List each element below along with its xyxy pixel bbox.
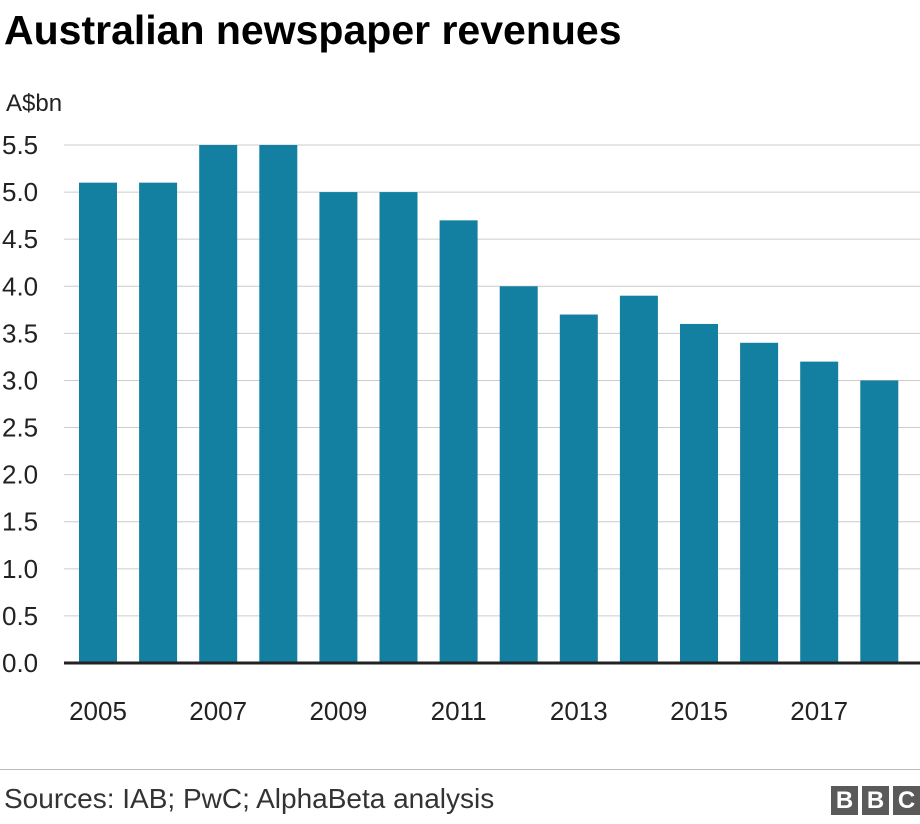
x-tick-label: 2013 [550,696,608,726]
bar-2018 [860,380,899,663]
y-tick-label: 0.5 [2,601,38,631]
x-tick-label: 2005 [69,696,127,726]
x-tick-labels: 2005 2007 2009 2011 2013 2015 2017 [69,696,848,726]
bar-2016 [740,342,779,663]
bars [79,145,899,663]
bar-2017 [800,361,839,663]
bar-2008 [259,145,298,663]
y-tick-label: 1.5 [2,507,38,537]
x-tick-label: 2017 [790,696,848,726]
x-tick-label: 2007 [189,696,247,726]
x-tick-label: 2011 [431,696,487,726]
bar-2010 [379,192,418,663]
y-tick-label: 3.0 [2,365,38,395]
y-tick-labels: 0.0 0.5 1.0 1.5 2.0 2.5 3.0 3.5 4.0 4.5 5.0 5.5 [2,130,38,678]
bar-2014 [619,295,658,663]
bar-2009 [319,192,358,663]
x-tick-label: 2015 [670,696,728,726]
bbc-logo-block: B [862,786,889,815]
bbc-logo-block: B [831,786,858,815]
bbc-logo: B B C [831,786,920,815]
y-tick-label: 5.0 [2,177,38,207]
bar-2013 [559,314,598,663]
gridlines [64,144,920,617]
y-tick-label: 1.0 [2,554,38,584]
bar-chart: A$bn 0.0 0.5 1.0 1.5 2.0 2.5 3.0 3.5 4.0 4.5 5.0 5.… [2,90,920,726]
footer-divider [0,769,920,770]
y-tick-label: 3.5 [2,318,38,348]
bar-2012 [499,286,538,663]
y-tick-label: 0.0 [2,648,38,678]
y-tick-label: 4.0 [2,271,38,301]
bar-2011 [439,220,478,663]
y-tick-label: 5.5 [2,130,38,160]
bbc-logo-block: C [893,786,920,815]
bar-2006 [139,182,178,663]
bar-2015 [680,323,718,663]
bar-2005 [79,182,117,663]
source-note: Sources: IAB; PwC; AlphaBeta analysis [4,783,495,814]
y-tick-label: 4.5 [2,224,38,254]
bar-2007 [199,145,238,663]
y-axis-label: A$bn [6,90,62,117]
chart-title: Australian newspaper revenues [4,7,622,53]
x-tick-label: 2009 [309,696,367,726]
y-tick-label: 2.0 [2,460,38,490]
y-tick-label: 2.5 [2,413,38,443]
